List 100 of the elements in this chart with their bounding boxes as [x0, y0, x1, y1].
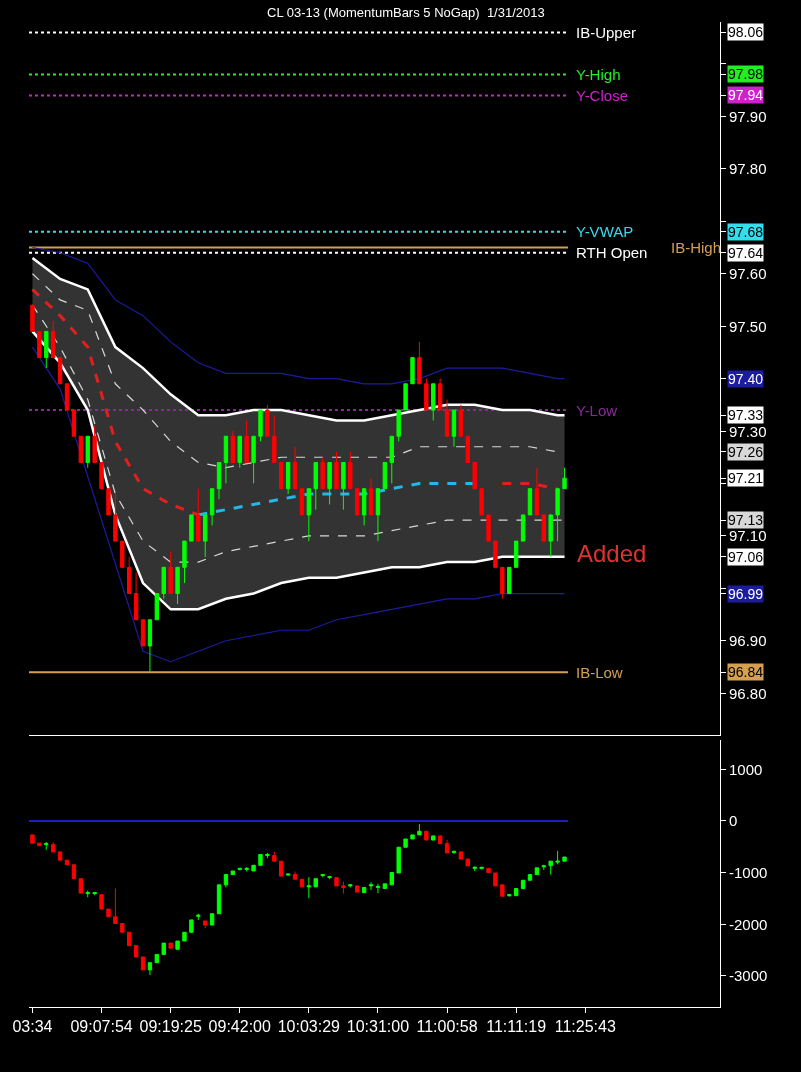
candlestick — [106, 908, 111, 918]
y-tick-label: 97.40 — [728, 371, 764, 387]
candlestick — [230, 870, 236, 876]
x-tick-label: 09:07:54 — [70, 1018, 133, 1036]
candlestick — [403, 838, 408, 848]
candlestick — [140, 956, 146, 971]
candlestick — [216, 461, 222, 500]
candlestick — [513, 540, 519, 568]
candlestick — [299, 878, 305, 888]
candlestick — [161, 566, 166, 600]
candlestick — [71, 409, 77, 437]
candlestick — [168, 551, 173, 595]
candlestick — [272, 851, 277, 862]
candlestick — [541, 514, 546, 542]
ref-line-label: Y-Low — [576, 402, 618, 419]
candlestick — [465, 858, 470, 867]
candlestick — [99, 461, 104, 490]
candlestick — [265, 852, 270, 859]
candlestick — [417, 341, 422, 385]
y-tick-label: 97.98 — [728, 66, 764, 82]
candlestick — [375, 488, 381, 542]
candlestick — [389, 872, 394, 886]
candlestick — [396, 846, 401, 874]
candlestick — [541, 864, 546, 871]
y-tick-label: 96.90 — [729, 632, 767, 649]
y-tick-label: 0 — [729, 812, 738, 829]
candlestick — [50, 320, 56, 359]
candlestick — [230, 430, 236, 463]
candlestick — [285, 873, 291, 877]
ref-line-label: IB-High — [671, 239, 722, 256]
candlestick — [203, 514, 208, 558]
candlestick — [444, 839, 450, 854]
candlestick — [451, 409, 457, 448]
candlestick — [306, 488, 312, 542]
candlestick — [313, 878, 318, 888]
candlestick — [147, 962, 153, 976]
candlestick — [486, 514, 491, 542]
candlestick — [368, 477, 374, 516]
candlestick — [548, 860, 553, 876]
candlestick — [161, 942, 166, 955]
candlestick — [272, 414, 277, 463]
candlestick — [64, 859, 70, 866]
candlestick — [465, 435, 470, 463]
candlestick — [410, 357, 415, 385]
candlestick — [500, 884, 505, 897]
candlestick — [292, 446, 298, 490]
candlestick — [209, 488, 215, 526]
x-tick-label: 10:03:29 — [277, 1018, 341, 1036]
candlestick — [320, 873, 325, 878]
candlestick — [327, 461, 332, 505]
candlestick — [534, 467, 540, 516]
candlestick — [106, 488, 111, 516]
candlestick — [209, 913, 215, 926]
y-tick-label: 97.60 — [729, 265, 767, 282]
candlestick — [251, 435, 256, 484]
candlestick — [479, 488, 484, 516]
y-tick-label: 97.13 — [728, 512, 764, 528]
candlestick — [216, 884, 222, 915]
x-tick-label: 03:34 — [12, 1018, 53, 1036]
candlestick — [527, 488, 533, 516]
candlestick — [527, 874, 533, 881]
y-tick-label: 97.64 — [728, 245, 764, 261]
candlestick — [127, 931, 132, 947]
x-tick-label: 10:31:00 — [346, 1018, 410, 1036]
candlestick — [175, 940, 180, 950]
candlestick — [154, 593, 160, 621]
candlestick — [44, 841, 49, 851]
candlestick — [306, 876, 312, 899]
candlestick — [64, 383, 70, 411]
candlestick — [479, 866, 484, 870]
y-tick-label: 97.94 — [728, 87, 764, 103]
candlestick — [196, 488, 201, 542]
candlestick — [382, 461, 388, 490]
y-tick-label: 97.10 — [729, 527, 767, 544]
candlestick — [513, 887, 519, 897]
candlestick — [458, 404, 464, 437]
candlestick — [99, 894, 104, 910]
y-tick-label: -2000 — [729, 916, 768, 933]
ref-line-label: IB-Low — [576, 664, 623, 681]
candlestick — [175, 566, 180, 605]
y-tick-label: 96.84 — [728, 664, 764, 680]
y-tick-label: 97.30 — [729, 423, 767, 440]
candlestick — [410, 834, 415, 840]
candlestick — [548, 514, 553, 558]
y-tick-label: 97.06 — [728, 549, 764, 565]
y-tick-label: -3000 — [729, 967, 768, 984]
candlestick — [71, 864, 77, 880]
candlestick — [127, 556, 132, 595]
candlestick — [244, 420, 249, 463]
candlestick — [154, 953, 160, 964]
candlestick — [437, 378, 443, 411]
candlestick — [85, 890, 90, 898]
y-tick-label: 97.33 — [728, 407, 764, 423]
candlestick — [279, 461, 284, 490]
candlestick — [37, 330, 42, 359]
candlestick — [237, 867, 242, 871]
candlestick — [50, 841, 56, 853]
candlestick — [203, 920, 208, 929]
candlestick — [348, 451, 353, 490]
candlestick — [78, 435, 84, 463]
